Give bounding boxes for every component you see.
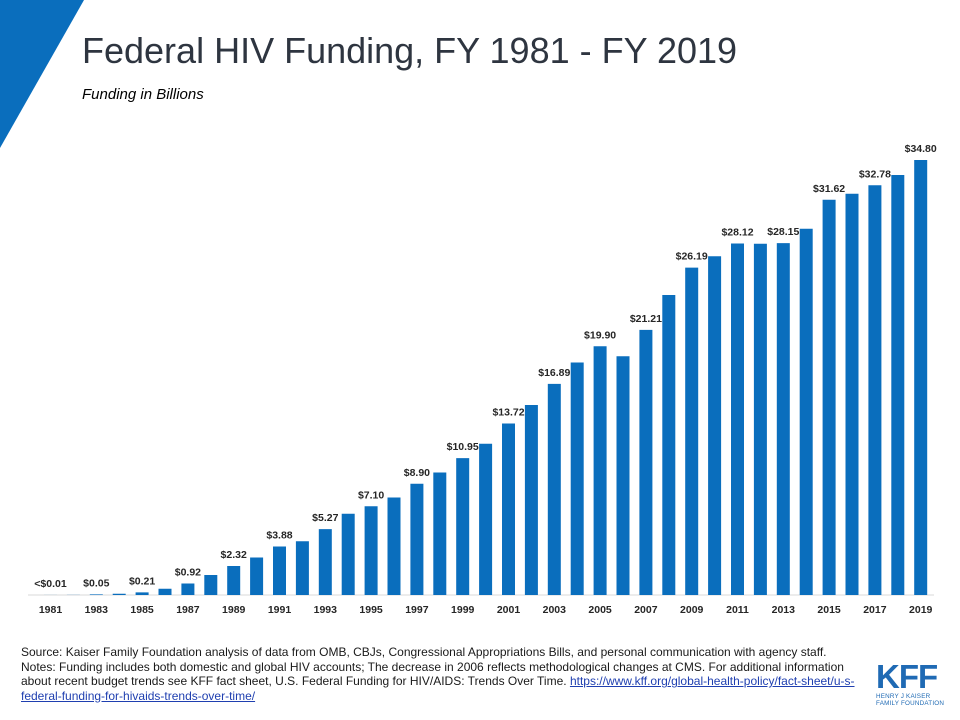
corner-accent: [0, 0, 84, 148]
bar-2000: [479, 443, 493, 595]
x-tick-2005: 2005: [588, 604, 612, 616]
bar-2019: [914, 160, 928, 595]
bar-1984: [112, 593, 126, 595]
source-note: Source: Kaiser Family Foundation analysi…: [21, 645, 827, 659]
x-tick-1991: 1991: [268, 604, 292, 616]
bar-2008: [662, 295, 676, 595]
bar-2010: [708, 256, 722, 595]
bar-2007: [639, 329, 653, 596]
bar-1992: [295, 541, 309, 595]
data-label-2003: $16.89: [538, 367, 570, 379]
kff-link[interactable]: https://www.kff.org/global-health-policy…: [21, 674, 855, 703]
data-label-1999: $10.95: [447, 441, 479, 453]
data-label-1997: $8.90: [404, 467, 430, 479]
x-tick-2001: 2001: [497, 604, 521, 616]
bar-chart: <$0.01 $0.05 $0.21 $0.92 $2.32 $3.88 $5.27 $7.1…: [28, 143, 937, 616]
chart-footer: Source: Kaiser Family Foundation analysi…: [21, 645, 861, 703]
bar-1989: [227, 566, 241, 595]
bar-2004: [570, 362, 584, 595]
data-label-1983: $0.05: [83, 577, 109, 589]
x-tick-2015: 2015: [817, 604, 841, 616]
bar-1996: [387, 497, 401, 595]
x-tick-1989: 1989: [222, 604, 246, 616]
kff-logo-mark: KFF: [876, 658, 938, 695]
x-tick-2003: 2003: [543, 604, 567, 616]
x-tick-1981: 1981: [39, 604, 63, 616]
bar-1995: [364, 506, 378, 595]
kff-logo-line1: HENRY J KAISER: [876, 693, 931, 700]
notes-text: Notes: Funding includes both domestic an…: [21, 660, 861, 704]
page-title: Federal HIV Funding, FY 1981 - FY 2019: [82, 30, 738, 71]
bar-2016: [845, 193, 859, 595]
x-tick-1993: 1993: [314, 604, 338, 616]
data-label-2017: $32.78: [859, 168, 891, 180]
bar-1999: [456, 458, 470, 596]
x-tick-2011: 2011: [726, 604, 749, 616]
data-labels-group: <$0.01 $0.05 $0.21 $0.92 $2.32 $3.88 $5.27 $7.1…: [34, 143, 937, 590]
bar-1990: [250, 557, 264, 595]
bar-1998: [433, 472, 447, 595]
bar-2002: [524, 405, 538, 595]
x-tick-1987: 1987: [176, 604, 200, 616]
x-tick-1997: 1997: [405, 604, 429, 616]
x-tick-2017: 2017: [863, 604, 887, 616]
bar-2015: [822, 199, 836, 595]
data-label-2009: $26.19: [676, 251, 708, 263]
bar-2001: [502, 423, 515, 595]
bar-1987: [181, 583, 195, 595]
bar-2017: [868, 185, 882, 595]
bar-2006: [616, 356, 630, 595]
bar-1994: [341, 513, 355, 595]
notes-body: Notes: Funding includes both domestic an…: [21, 659, 844, 689]
bar-1985: [135, 592, 149, 596]
bar-2013: [776, 243, 790, 596]
bar-1991: [273, 546, 286, 595]
data-label-1987: $0.92: [175, 567, 201, 579]
bar-2011: [731, 243, 744, 595]
x-tick-1985: 1985: [130, 604, 154, 616]
data-label-2019: $34.80: [905, 143, 937, 155]
bar-1983: [89, 594, 103, 596]
data-label-2007: $21.21: [630, 313, 662, 325]
bar-1993: [318, 529, 332, 596]
data-label-1989: $2.32: [221, 549, 247, 561]
data-label-1985: $0.21: [129, 575, 155, 587]
bars-group: [44, 160, 928, 596]
kff-logo-line2: FAMILY FOUNDATION: [876, 700, 945, 707]
bar-2003: [547, 383, 561, 596]
x-tick-1983: 1983: [85, 604, 109, 616]
data-label-2013: $28.15: [767, 226, 799, 238]
bar-2014: [799, 228, 813, 595]
x-tick-2019: 2019: [909, 604, 933, 616]
bar-2018: [891, 175, 905, 595]
bar-2005: [593, 346, 607, 595]
data-label-1991: $3.88: [266, 530, 292, 542]
bar-1986: [158, 588, 172, 595]
data-label-2001: $13.72: [492, 407, 524, 419]
x-tick-1999: 1999: [451, 604, 475, 616]
bar-1988: [204, 575, 218, 595]
x-tick-2007: 2007: [634, 604, 658, 616]
bar-1997: [410, 483, 424, 595]
x-tick-2013: 2013: [772, 604, 796, 616]
data-label-2005: $19.90: [584, 329, 616, 341]
data-label-1981: <$0.01: [34, 578, 67, 590]
x-tick-2009: 2009: [680, 604, 704, 616]
data-label-1993: $5.27: [312, 512, 338, 524]
chart-subtitle: Funding in Billions: [82, 86, 204, 103]
bar-2009: [685, 267, 699, 596]
bar-2012: [753, 243, 767, 595]
data-label-2015: $31.62: [813, 183, 845, 195]
x-tick-labels-group: 1981 1983 1985 1987 1989 1991 1993 1995 1997 1999…: [39, 604, 933, 616]
data-label-2011: $28.12: [721, 227, 753, 239]
kff-logo: KFF HENRY J KAISER FAMILY FOUNDATION: [876, 658, 948, 707]
data-label-1995: $7.10: [358, 489, 384, 501]
x-tick-1995: 1995: [359, 604, 383, 616]
